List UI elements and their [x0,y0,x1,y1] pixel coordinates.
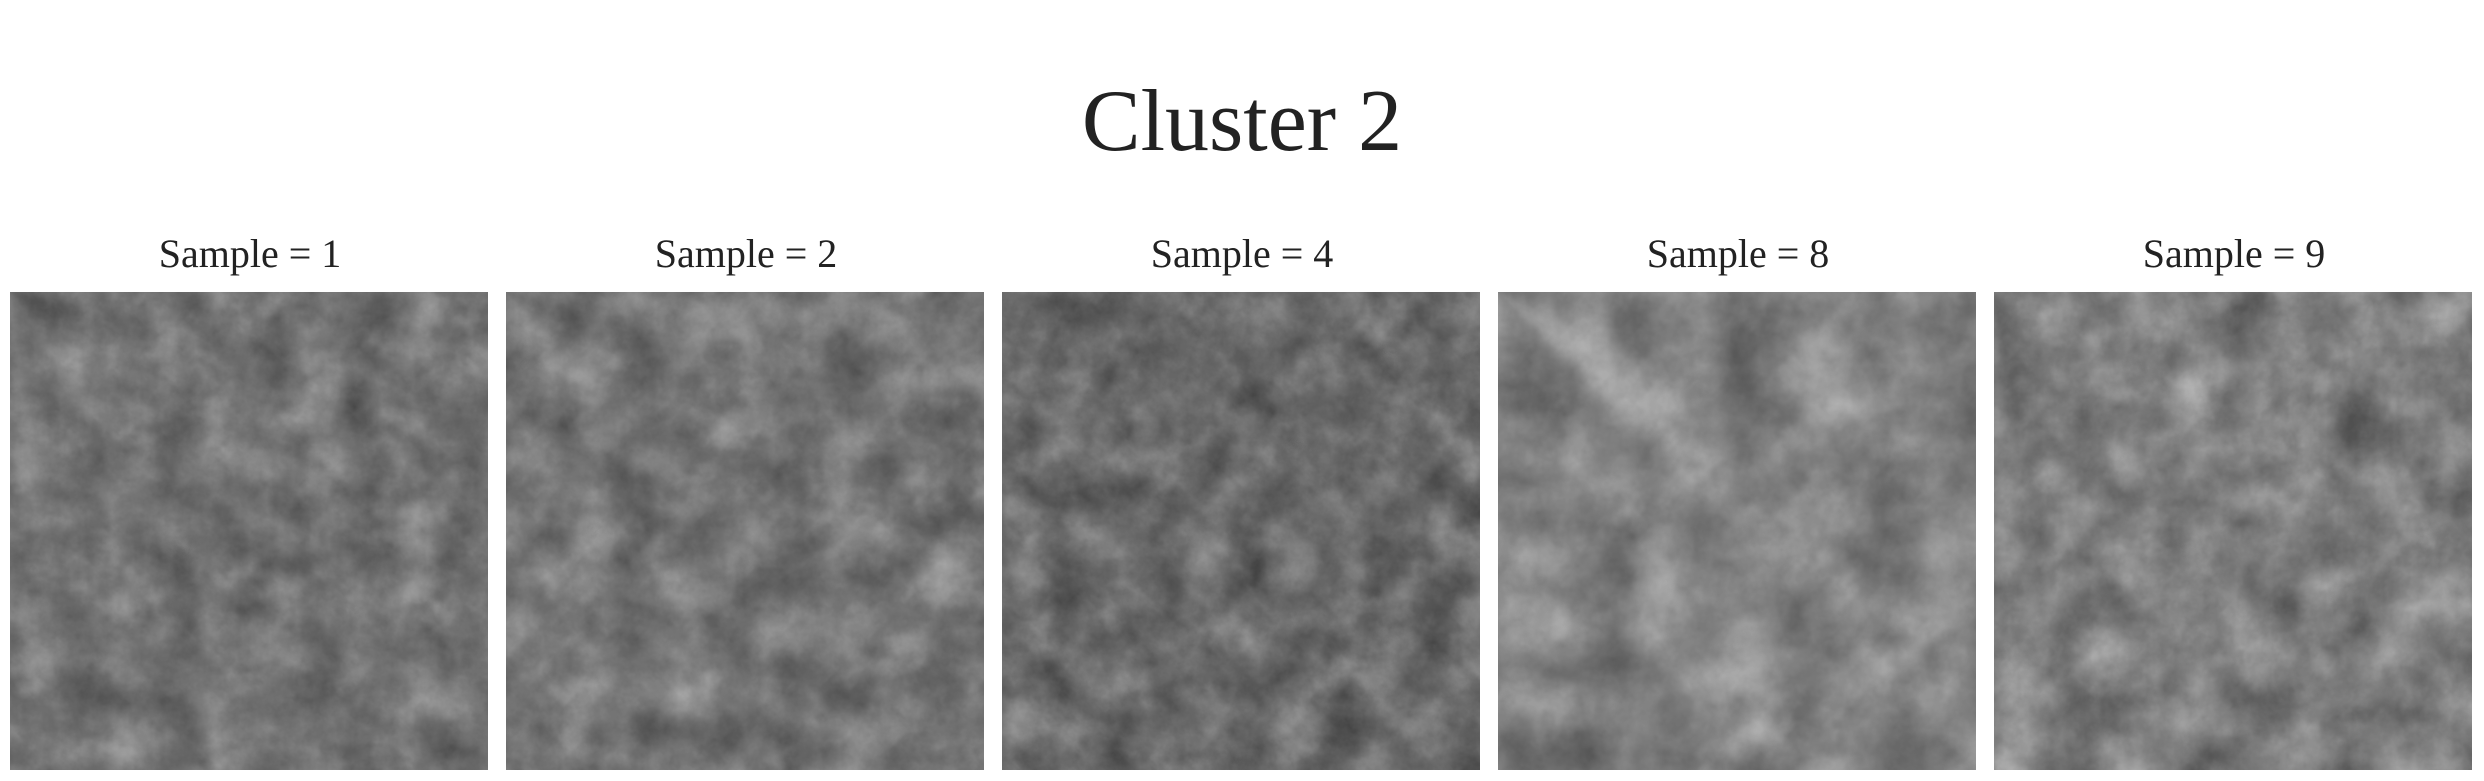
sample-label: Sample = 9 [2142,231,2326,276]
texture-image [1002,292,1480,770]
sample-panel-1: Sample = 1 [10,226,490,770]
texture-image [1498,292,1976,770]
sample-panel-8: Sample = 8 [1498,226,1978,770]
figure-title: Cluster 2 [1081,73,1403,170]
sample-label: Sample = 4 [1150,231,1334,276]
sample-label: Sample = 1 [158,231,342,276]
texture-image [1994,292,2472,770]
texture-image [506,292,984,770]
sample-panel-9: Sample = 9 [1994,226,2474,770]
texture-image [10,292,488,770]
sample-label: Sample = 2 [654,231,838,276]
sample-panel-2: Sample = 2 [506,226,986,770]
sample-label: Sample = 8 [1646,231,1830,276]
sample-panel-4: Sample = 4 [1002,226,1482,770]
